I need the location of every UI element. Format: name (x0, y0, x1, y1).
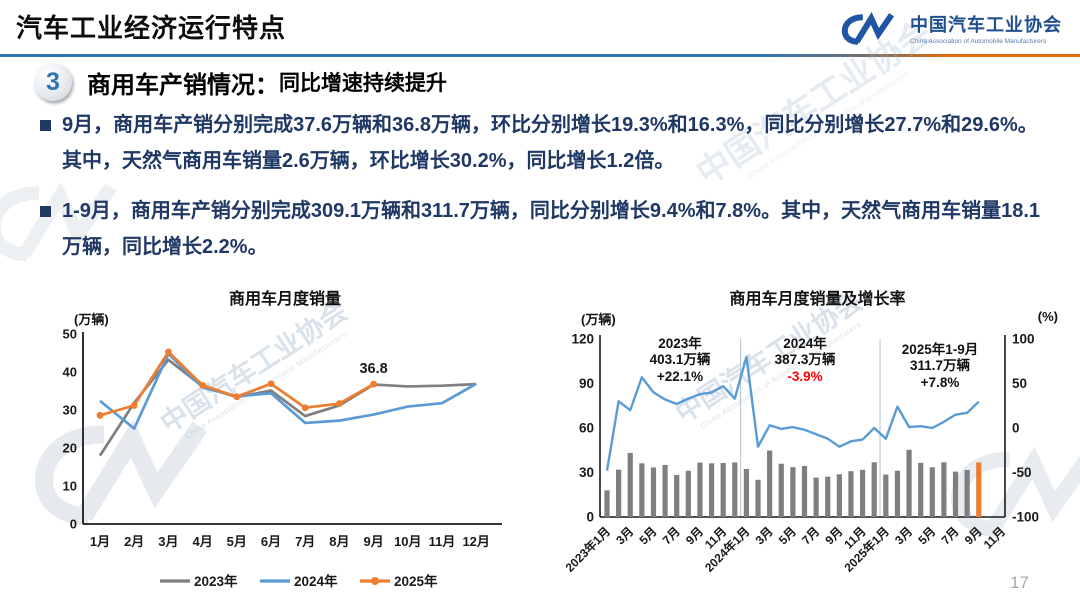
svg-text:50: 50 (1012, 376, 1027, 391)
bullet-square-icon (40, 120, 51, 131)
svg-text:2024年: 2024年 (294, 573, 338, 589)
svg-text:3月: 3月 (613, 524, 636, 547)
sales-growth-chart: 商用车月度销量及增长率 (万辆) (%) 0 30 60 90 120 -100 -50 0 5… (555, 284, 1080, 607)
bullet-square-icon (40, 206, 51, 218)
svg-text:9月: 9月 (363, 534, 383, 549)
svg-text:0: 0 (1012, 421, 1020, 436)
svg-text:7月: 7月 (295, 534, 315, 549)
svg-text:3月: 3月 (158, 534, 178, 549)
svg-text:1月: 1月 (90, 534, 110, 549)
svg-text:4月: 4月 (192, 534, 212, 549)
svg-text:2月: 2月 (124, 534, 144, 549)
annotation-2024: 2024年 387.3万辆 -3.9% (774, 336, 836, 384)
bullet-text: 1-9月，商用车产销分别完成309.1万辆和311.7万辆，同比分别增长9.4%… (62, 200, 1040, 258)
svg-text:12月: 12月 (462, 534, 489, 549)
svg-text:90: 90 (579, 376, 594, 391)
svg-text:0: 0 (586, 510, 594, 525)
svg-text:9月: 9月 (822, 524, 845, 547)
svg-text:-100: -100 (1012, 510, 1039, 525)
page-number: 17 (1010, 573, 1029, 592)
svg-text:3月: 3月 (892, 524, 915, 547)
series-2025年 (99, 350, 375, 417)
svg-text:7月: 7月 (660, 524, 683, 547)
svg-text:30: 30 (63, 403, 77, 418)
bars-group (604, 449, 982, 517)
svg-text:3月: 3月 (753, 524, 776, 547)
svg-text:11月: 11月 (429, 534, 456, 549)
bullet-item: 9月，商用车产销分别完成37.6万辆和36.8万辆，环比分别增长19.3%和16… (40, 108, 1052, 179)
section-heading: 3 商用车产销情况： 同比增速持续提升 (34, 63, 447, 101)
annotation-2025: 2025年1-9月 311.7万辆 +7.8% (901, 342, 979, 390)
svg-text:5月: 5月 (636, 524, 659, 547)
svg-text:30: 30 (579, 465, 594, 480)
caam-logo: 中国汽车工业协会 China Association of Automobile… (839, 10, 1062, 46)
growth-line (605, 355, 980, 471)
svg-text:10: 10 (63, 479, 77, 494)
point-label: 36.8 (359, 361, 387, 377)
header-divider (0, 54, 1080, 57)
section-title: 商用车产销情况： (87, 71, 279, 99)
section-number-badge: 3 (34, 63, 72, 101)
chart-title: 商用车月度销量及增长率 (729, 291, 906, 308)
svg-text:9月: 9月 (683, 524, 706, 547)
svg-text:-50: -50 (1012, 465, 1032, 480)
svg-text:5月: 5月 (915, 524, 938, 547)
svg-text:7月: 7月 (799, 524, 822, 547)
svg-text:11月: 11月 (981, 524, 1008, 551)
svg-text:10月: 10月 (394, 534, 421, 549)
bullet-list: 9月，商用车产销分别完成37.6万辆和36.8万辆，环比分别增长19.3%和16… (40, 108, 1052, 280)
svg-text:8月: 8月 (329, 534, 349, 549)
svg-text:2023年: 2023年 (194, 573, 238, 589)
section-subtitle: 同比增速持续提升 (279, 72, 447, 95)
svg-text:2025年: 2025年 (394, 573, 438, 589)
svg-text:50: 50 (63, 327, 77, 342)
svg-text:0: 0 (70, 517, 77, 532)
monthly-sales-chart: 商用车月度销量 (万辆) 0 10 20 30 40 50 1月 2月 3月 4月 5月 6月 7月 8月… (60, 284, 510, 607)
logo-name: 中国汽车工业协会 (910, 15, 1062, 35)
axis-unit-label: (%) (1037, 309, 1058, 324)
svg-text:20: 20 (63, 441, 77, 456)
svg-text:120: 120 (571, 332, 594, 347)
chart-canvas: 0 10 20 30 40 50 1月 2月 3月 4月 5月 6月 7月 8月 9月 10月 11月 12月 36… (63, 327, 502, 589)
bullet-item: 1-9月，商用车产销分别完成309.1万辆和311.7万辆，同比分别增长9.4%… (40, 194, 1052, 265)
svg-text:5月: 5月 (776, 524, 799, 547)
bullet-text: 9月，商用车产销分别完成37.6万辆和36.8万辆，环比分别增长19.3%和16… (62, 114, 1038, 172)
svg-text:7月: 7月 (939, 524, 962, 547)
logo-subtitle: China Association of Automobile Manufact… (910, 38, 1047, 45)
chart-title: 商用车月度销量 (228, 291, 341, 308)
page-title: 汽车工业经济运行特点 (16, 13, 287, 43)
svg-text:60: 60 (579, 421, 594, 436)
annotation-2023: 2023年 403.1万辆 +22.1% (649, 336, 711, 384)
svg-text:6月: 6月 (261, 534, 281, 549)
svg-text:9月: 9月 (962, 524, 985, 547)
axis-unit-label: (万辆) (74, 312, 109, 327)
svg-text:2023年1月: 2023年1月 (562, 524, 613, 575)
caam-swoosh-icon (841, 12, 895, 45)
series-2024年 (99, 352, 477, 430)
svg-text:5月: 5月 (227, 534, 247, 549)
svg-text:100: 100 (1012, 332, 1035, 347)
line-series-group (96, 348, 477, 457)
svg-text:40: 40 (63, 365, 77, 380)
axis-unit-label: (万辆) (581, 312, 616, 327)
